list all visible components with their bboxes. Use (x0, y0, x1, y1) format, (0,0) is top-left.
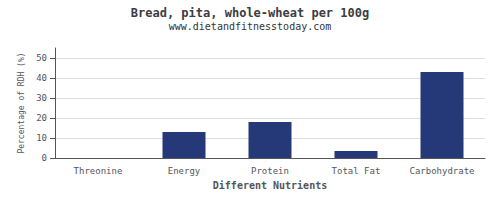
svg-text:Threonine: Threonine (74, 166, 123, 176)
svg-text:www.dietandfitnesstoday.com: www.dietandfitnesstoday.com (169, 21, 332, 32)
svg-text:50: 50 (36, 53, 47, 63)
svg-text:0: 0 (42, 153, 47, 163)
svg-text:Different Nutrients: Different Nutrients (213, 180, 327, 191)
svg-text:Total Fat: Total Fat (332, 166, 381, 176)
svg-text:20: 20 (36, 113, 47, 123)
svg-text:Energy: Energy (168, 166, 201, 176)
svg-text:Percentage of RDH (%): Percentage of RDH (%) (17, 52, 26, 153)
svg-text:Bread, pita, whole-wheat per 1: Bread, pita, whole-wheat per 100g (131, 6, 369, 20)
svg-text:40: 40 (36, 73, 47, 83)
svg-text:30: 30 (36, 93, 47, 103)
svg-text:Protein: Protein (251, 166, 289, 176)
svg-text:10: 10 (36, 133, 47, 143)
svg-text:Carbohydrate: Carbohydrate (409, 166, 474, 176)
